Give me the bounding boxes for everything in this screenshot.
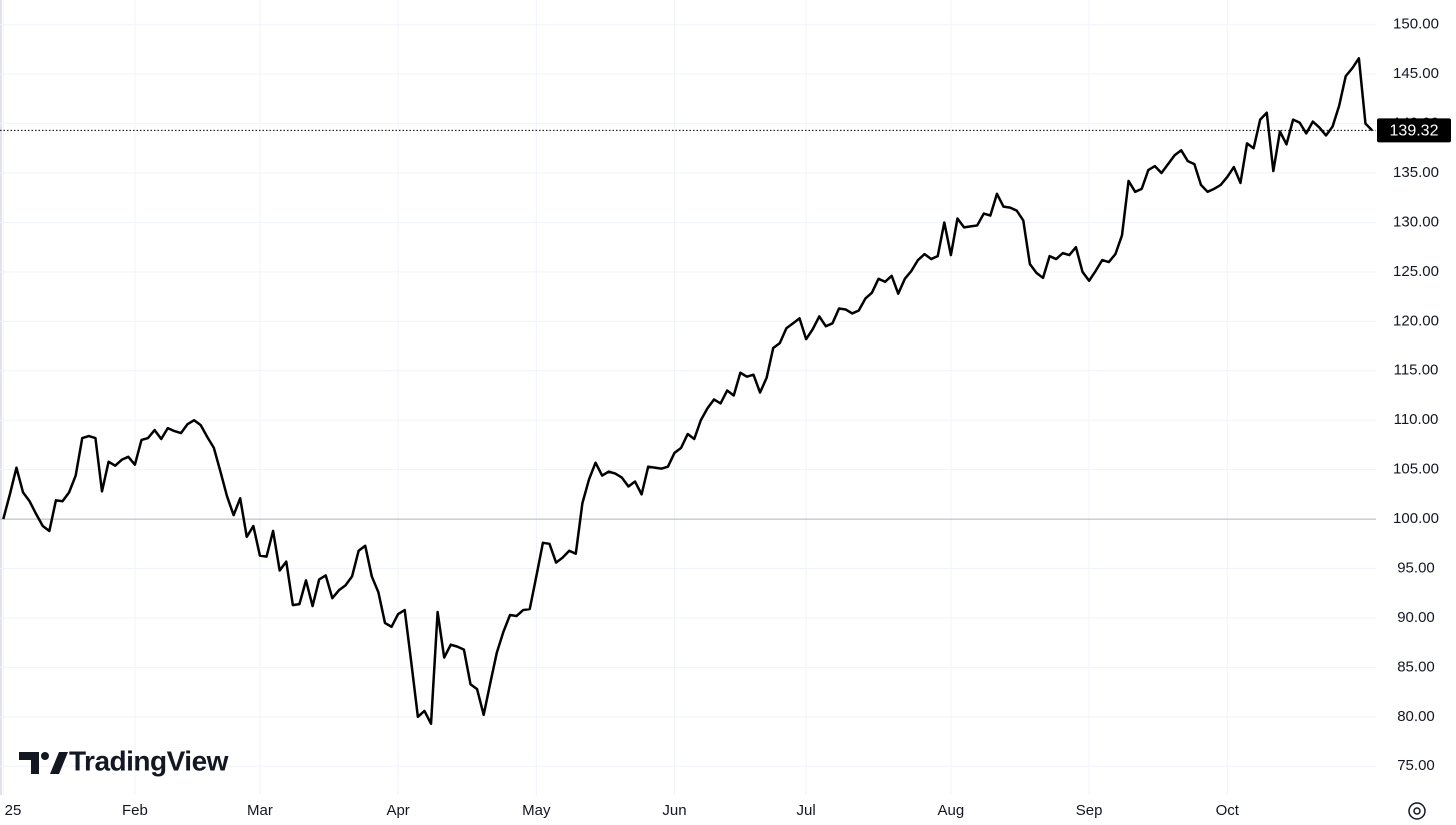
axes: 75.00 80.00 85.00 90.00 95.00 100.00 105.00 110…: [5, 0, 1456, 825]
logo-slash: [50, 752, 68, 774]
gear-hub: [1413, 807, 1421, 815]
x-tick-label: Mar: [247, 802, 273, 819]
x-tick-label: May: [522, 802, 551, 819]
y-tick-label: 130.00: [1393, 213, 1439, 230]
gear-ring: [1408, 802, 1426, 820]
logo-block: [19, 752, 39, 774]
settings-icon[interactable]: [1408, 802, 1426, 820]
y-tick-label: 150.00: [1393, 16, 1439, 33]
y-tick-label: 85.00: [1397, 658, 1435, 675]
plot: [0, 57, 1376, 725]
x-tick-label: Jul: [797, 802, 816, 819]
x-tick-label: Apr: [386, 802, 409, 819]
x-tick-label: Sep: [1076, 802, 1103, 819]
x-tick-label: Feb: [122, 802, 148, 819]
y-tick-label: 125.00: [1393, 263, 1439, 280]
watermark-text: TradingView: [69, 745, 229, 776]
y-tick-label: 80.00: [1397, 708, 1435, 725]
y-tick-label: 100.00: [1393, 510, 1439, 527]
y-tick-label: 145.00: [1393, 65, 1439, 82]
y-tick-label: 95.00: [1397, 559, 1435, 576]
watermark: TradingView: [19, 745, 229, 776]
last-price-badge: [1377, 118, 1451, 143]
y-tick-label: 110.00: [1394, 411, 1439, 428]
y-tick-label: 105.00: [1393, 461, 1439, 478]
y-tick-label: 90.00: [1397, 609, 1435, 626]
y-tick-label: 115.00: [1394, 362, 1439, 379]
y-tick-label: 120.00: [1393, 312, 1439, 329]
y-tick-label: 135.00: [1393, 164, 1439, 181]
logo-dot: [41, 752, 49, 760]
x-tick-label: Jun: [662, 802, 686, 819]
y-tick-label: 75.00: [1397, 757, 1435, 774]
x-tick-label: Aug: [938, 802, 965, 819]
x-tick-label: Oct: [1216, 802, 1240, 819]
last-price-label: 139.32: [1390, 123, 1439, 140]
grid: [0, 0, 1376, 795]
price-line: [2, 57, 1373, 725]
x-tick-label: 25: [5, 802, 22, 819]
